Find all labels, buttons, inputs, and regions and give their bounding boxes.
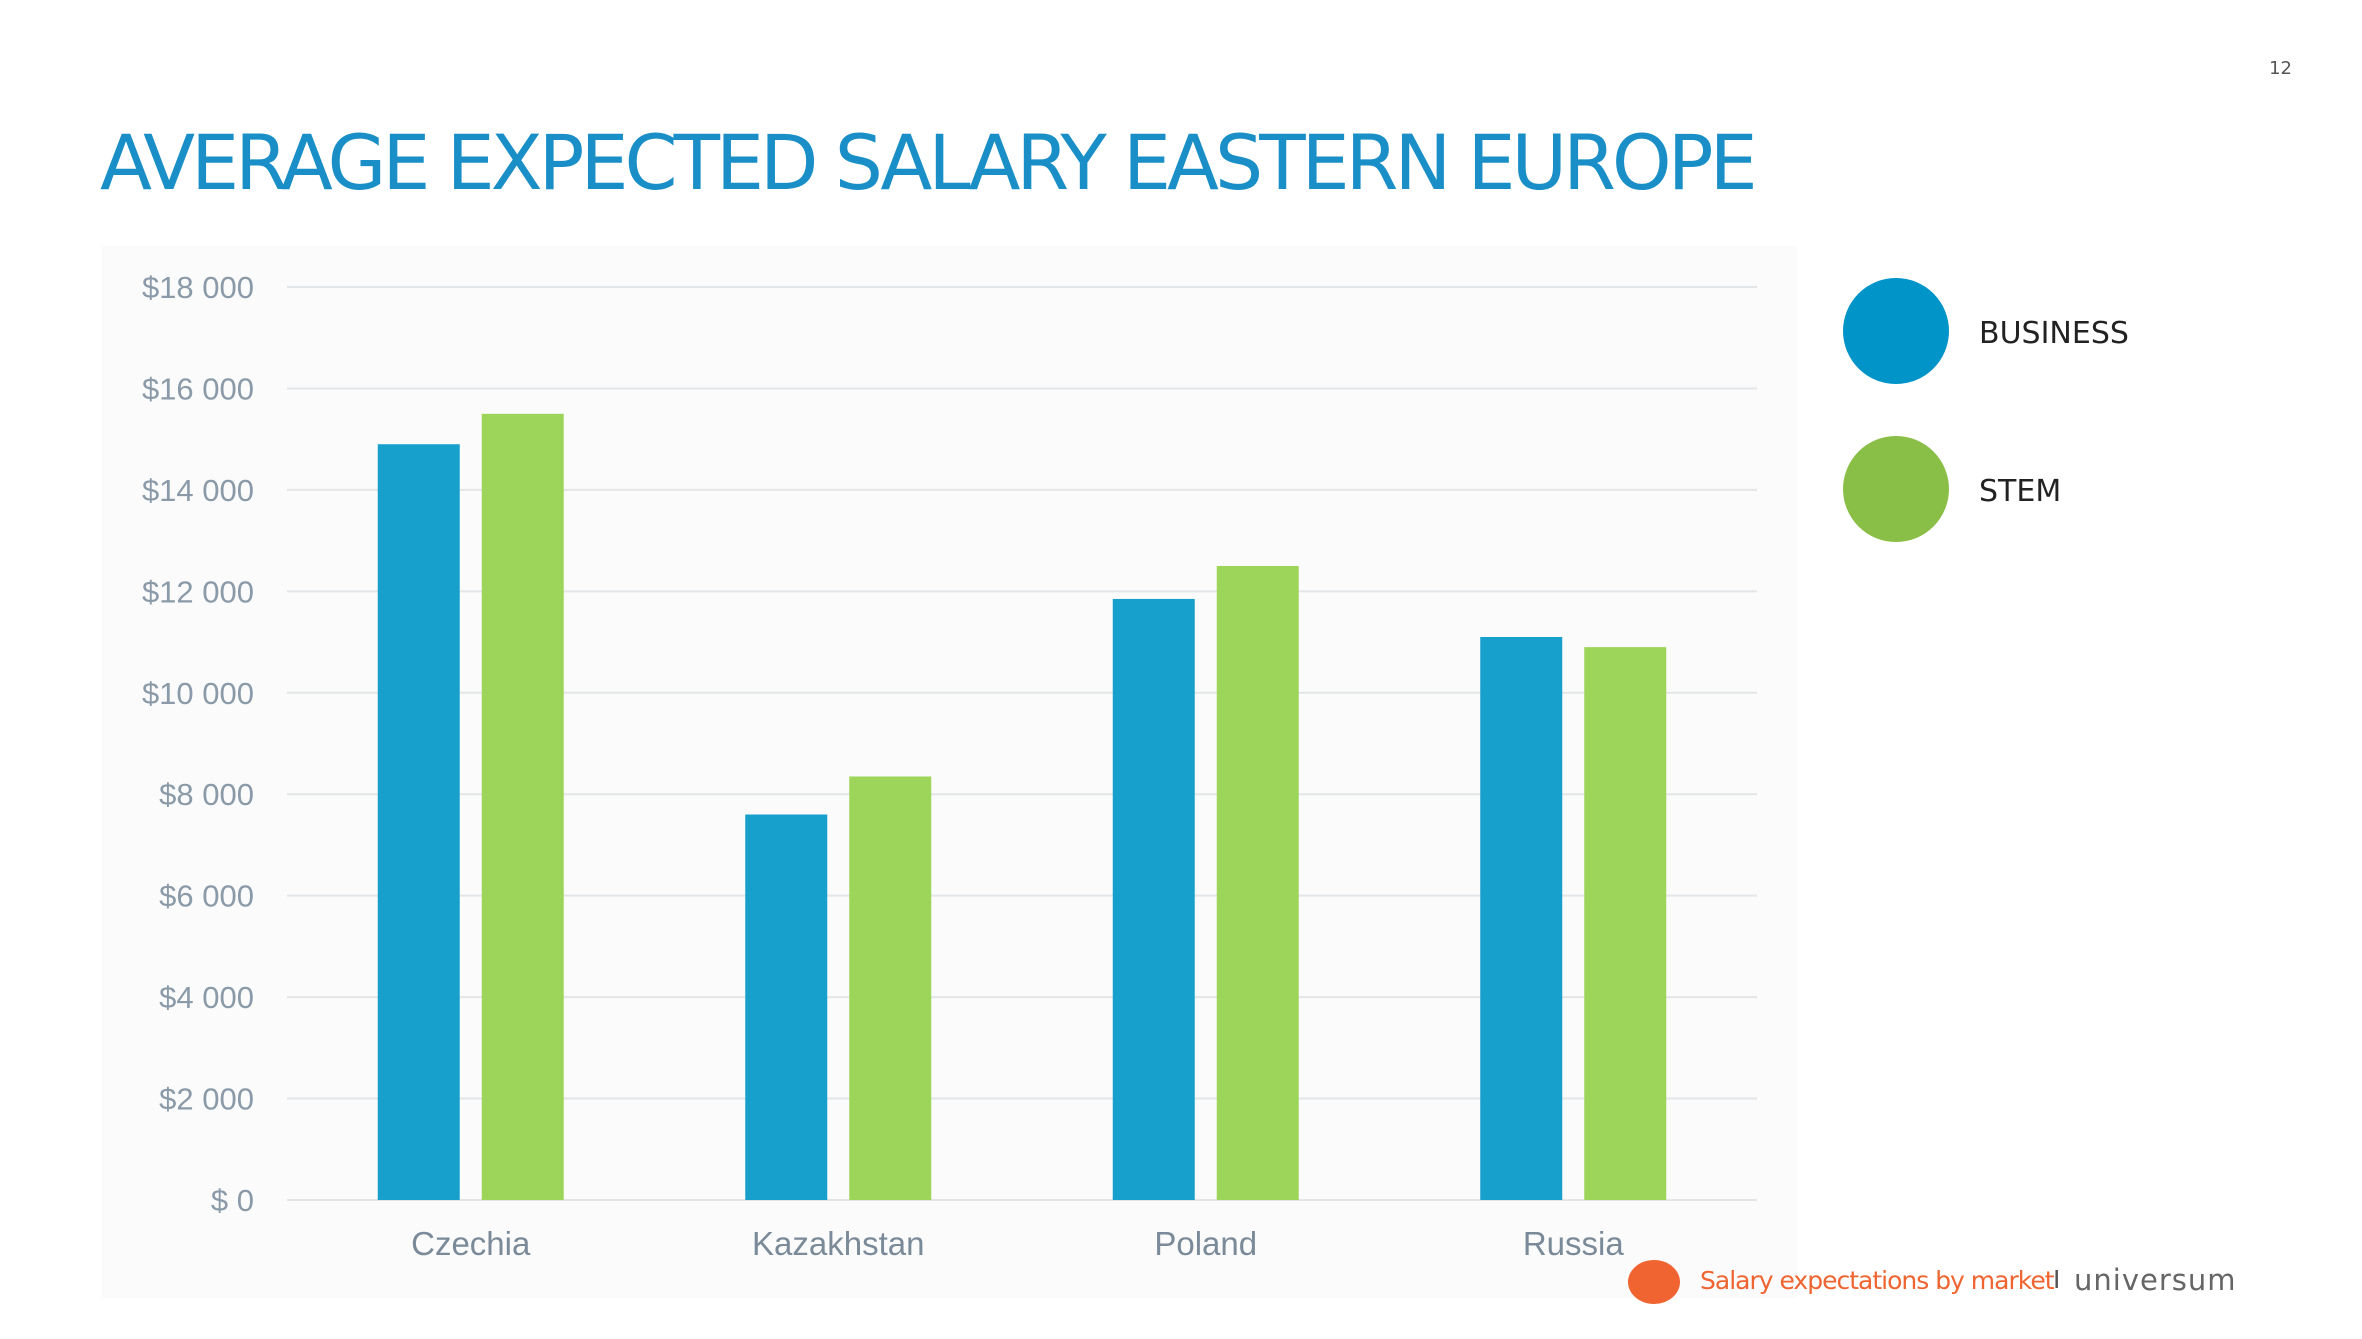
footer-caption: Salary expectations by market (1700, 1266, 2055, 1295)
y-tick-label: $4 000 (159, 980, 254, 1015)
x-category-label: Poland (1154, 1225, 1257, 1262)
y-tick-label: $10 000 (142, 676, 254, 711)
y-tick-label: $12 000 (142, 574, 254, 609)
y-tick-label: $2 000 (159, 1082, 254, 1117)
bar-business-poland (1112, 598, 1195, 1200)
y-tick-label: $14 000 (142, 473, 254, 508)
slide-title: AVERAGE EXPECTED SALARY EASTERN EUROPE (100, 118, 1758, 207)
bar-business-czechia (377, 444, 460, 1200)
bar-stem-czechia (481, 413, 564, 1200)
bar-stem-russia (1584, 647, 1667, 1200)
bar-chart-svg: $ 0 $2 000 $4 000 $6 000 $8 000 $10 000 $12 00… (142, 270, 1757, 1262)
bar-business-russia (1480, 636, 1563, 1200)
legend-swatch-stem (1843, 436, 1949, 542)
page-number: 12 (2269, 58, 2292, 79)
bar-business-kazakhstan (745, 814, 828, 1200)
y-tick-label: $18 000 (142, 270, 254, 305)
x-category-label: Russia (1523, 1225, 1625, 1262)
x-category-label: Kazakhstan (752, 1225, 924, 1262)
legend-label-stem: STEM (1979, 474, 2062, 509)
x-category-label: Czechia (411, 1225, 531, 1262)
footer-dot-icon (1628, 1260, 1680, 1304)
y-tick-label: $16 000 (142, 371, 254, 406)
bar-chart: $ 0 $2 000 $4 000 $6 000 $8 000 $10 000 $12 00… (102, 246, 1797, 1298)
y-tick-label: $ 0 (211, 1183, 254, 1218)
legend-swatch-business (1843, 278, 1949, 384)
bar-stem-poland (1216, 565, 1299, 1200)
legend-label-business: BUSINESS (1979, 316, 2129, 351)
y-tick-label: $8 000 (159, 777, 254, 812)
y-tick-label: $6 000 (159, 879, 254, 914)
bar-stem-kazakhstan (849, 776, 932, 1200)
footer-brand-logo: universum (2074, 1263, 2237, 1297)
footer-separator: I (2053, 1265, 2061, 1294)
